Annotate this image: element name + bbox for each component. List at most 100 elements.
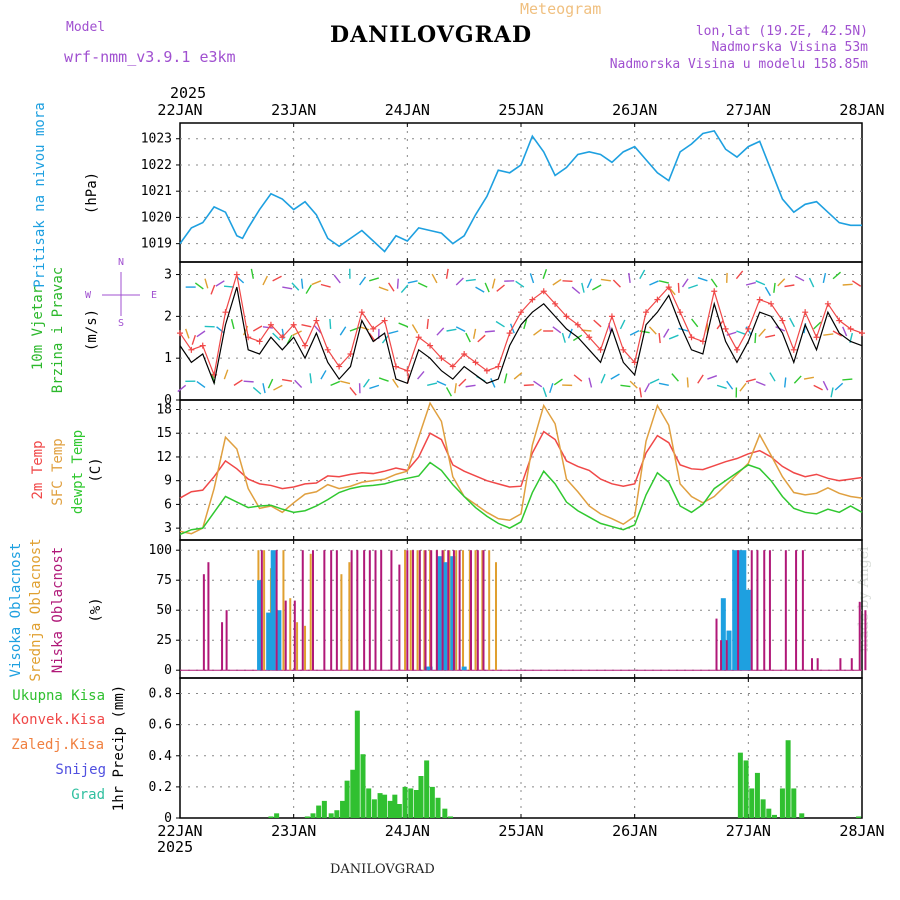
wind-arrow bbox=[830, 387, 834, 398]
wind-arrow bbox=[628, 272, 631, 284]
wind-arrow bbox=[552, 278, 562, 286]
wind-arrow bbox=[458, 378, 467, 387]
wind-arrow bbox=[573, 374, 583, 382]
precip-bar bbox=[382, 794, 388, 818]
temperature-line-1 bbox=[179, 401, 863, 535]
cloud-bar-2 bbox=[816, 658, 819, 671]
wind-arrow bbox=[671, 373, 679, 382]
precip-bar bbox=[268, 816, 274, 818]
cloud-bar-0 bbox=[732, 550, 738, 671]
precip-bar bbox=[274, 813, 280, 818]
cloud-bar-1 bbox=[448, 550, 451, 671]
wind-arrow bbox=[822, 380, 829, 391]
wind-arrow bbox=[215, 280, 225, 287]
wind-arrow bbox=[529, 273, 535, 284]
precip-bar bbox=[749, 788, 755, 818]
cloud-bar-2 bbox=[412, 550, 415, 671]
precip-bar bbox=[766, 808, 772, 818]
wind-gust-marker bbox=[688, 334, 695, 341]
cloud-bar-2 bbox=[424, 550, 427, 671]
cloud-bar-1 bbox=[309, 553, 312, 671]
wind-arrow bbox=[392, 378, 399, 388]
xtick-label-top: 23JAN bbox=[271, 101, 316, 119]
precip-bar bbox=[743, 760, 749, 818]
wind-arrow bbox=[739, 382, 747, 392]
cloud-bar-0 bbox=[745, 589, 751, 671]
wind-arrow bbox=[658, 280, 670, 284]
compass-n: N bbox=[118, 257, 124, 268]
cloud-bar-0 bbox=[270, 550, 276, 671]
wind-arrow bbox=[649, 280, 659, 286]
cloud-bar-0 bbox=[436, 556, 442, 671]
wind-arrow bbox=[484, 330, 495, 333]
wind-arrow bbox=[769, 372, 776, 382]
wind-arrow bbox=[533, 328, 542, 336]
wind-arrow bbox=[455, 326, 466, 332]
wind-arrow bbox=[808, 277, 815, 288]
wind-arrow bbox=[475, 286, 485, 293]
wind-arrow bbox=[196, 381, 206, 389]
wind-arrow bbox=[431, 273, 438, 284]
cloud-bar-2 bbox=[406, 550, 409, 671]
wind-gust-marker bbox=[302, 342, 309, 349]
wind-arrow bbox=[185, 328, 190, 339]
wind-arrow bbox=[553, 378, 563, 386]
wind-arrow bbox=[793, 375, 802, 384]
wind-arrow bbox=[436, 380, 447, 386]
wind-arrow bbox=[233, 379, 243, 386]
wind-ytick-label: 1 bbox=[164, 351, 172, 366]
wind-arrow bbox=[496, 284, 505, 292]
cloud-bar-2 bbox=[850, 658, 853, 671]
wind-arrow bbox=[216, 326, 225, 334]
wind-arrow bbox=[681, 278, 689, 288]
precip-bar bbox=[760, 799, 766, 818]
cloud-bar-2 bbox=[374, 550, 377, 671]
wind-arrow bbox=[252, 386, 262, 395]
wind-gust-marker bbox=[552, 300, 559, 307]
cloud-bar-2 bbox=[482, 550, 485, 671]
precip-ytick-label: 0.6 bbox=[149, 718, 172, 733]
wind-arrow bbox=[388, 330, 399, 335]
wind-arrow bbox=[369, 277, 380, 282]
cloud-bar-2 bbox=[458, 550, 461, 671]
wind-gust-marker bbox=[233, 271, 240, 278]
precip-bar bbox=[754, 772, 760, 818]
xtick-label-bottom: 24JAN bbox=[385, 822, 430, 840]
temperature-ytick-label: 3 bbox=[164, 521, 172, 536]
wind-arrow bbox=[465, 384, 476, 388]
wind-arrow bbox=[309, 373, 312, 384]
clouds-ytick-label: 25 bbox=[156, 633, 172, 648]
precip-bar bbox=[392, 794, 398, 818]
page-title: DANILOVGRAD bbox=[330, 22, 533, 48]
wind-arrow bbox=[668, 334, 679, 340]
wind-gust-marker bbox=[222, 309, 229, 316]
cloud-bar-2 bbox=[207, 562, 210, 671]
wind-arrow bbox=[291, 282, 300, 291]
wind-arrow bbox=[400, 284, 409, 294]
wind-arrow bbox=[784, 377, 787, 388]
wind-arrow bbox=[842, 283, 853, 286]
cloud-bar-0 bbox=[276, 610, 282, 671]
wind-arrow bbox=[262, 383, 266, 394]
wind-arrow bbox=[286, 334, 293, 345]
wind-arrow bbox=[407, 280, 418, 284]
wind-gust-marker bbox=[563, 313, 570, 320]
wind-arrow bbox=[765, 334, 776, 338]
xtick-label-bottom: 23JAN bbox=[271, 822, 316, 840]
cloud-bar-2 bbox=[715, 618, 718, 671]
wind-gust-marker bbox=[540, 288, 547, 295]
wind-arrow bbox=[313, 325, 322, 334]
cloud-title-2: Niska Oblacnost bbox=[50, 547, 66, 673]
wind-arrow bbox=[832, 271, 842, 280]
wind-arrow bbox=[691, 318, 699, 328]
wind-arrow bbox=[562, 280, 573, 283]
wind-gust-marker bbox=[768, 300, 775, 307]
wind-arrow bbox=[764, 286, 771, 297]
wind-arrow bbox=[777, 278, 786, 287]
precip-bar bbox=[442, 808, 448, 818]
precip-bar bbox=[310, 813, 316, 818]
model-value: wrf-nmm_v3.9.1 e3km bbox=[64, 48, 236, 66]
precip-bar bbox=[413, 790, 419, 818]
wind-arrow bbox=[294, 379, 303, 388]
wind-arrow bbox=[813, 321, 822, 330]
